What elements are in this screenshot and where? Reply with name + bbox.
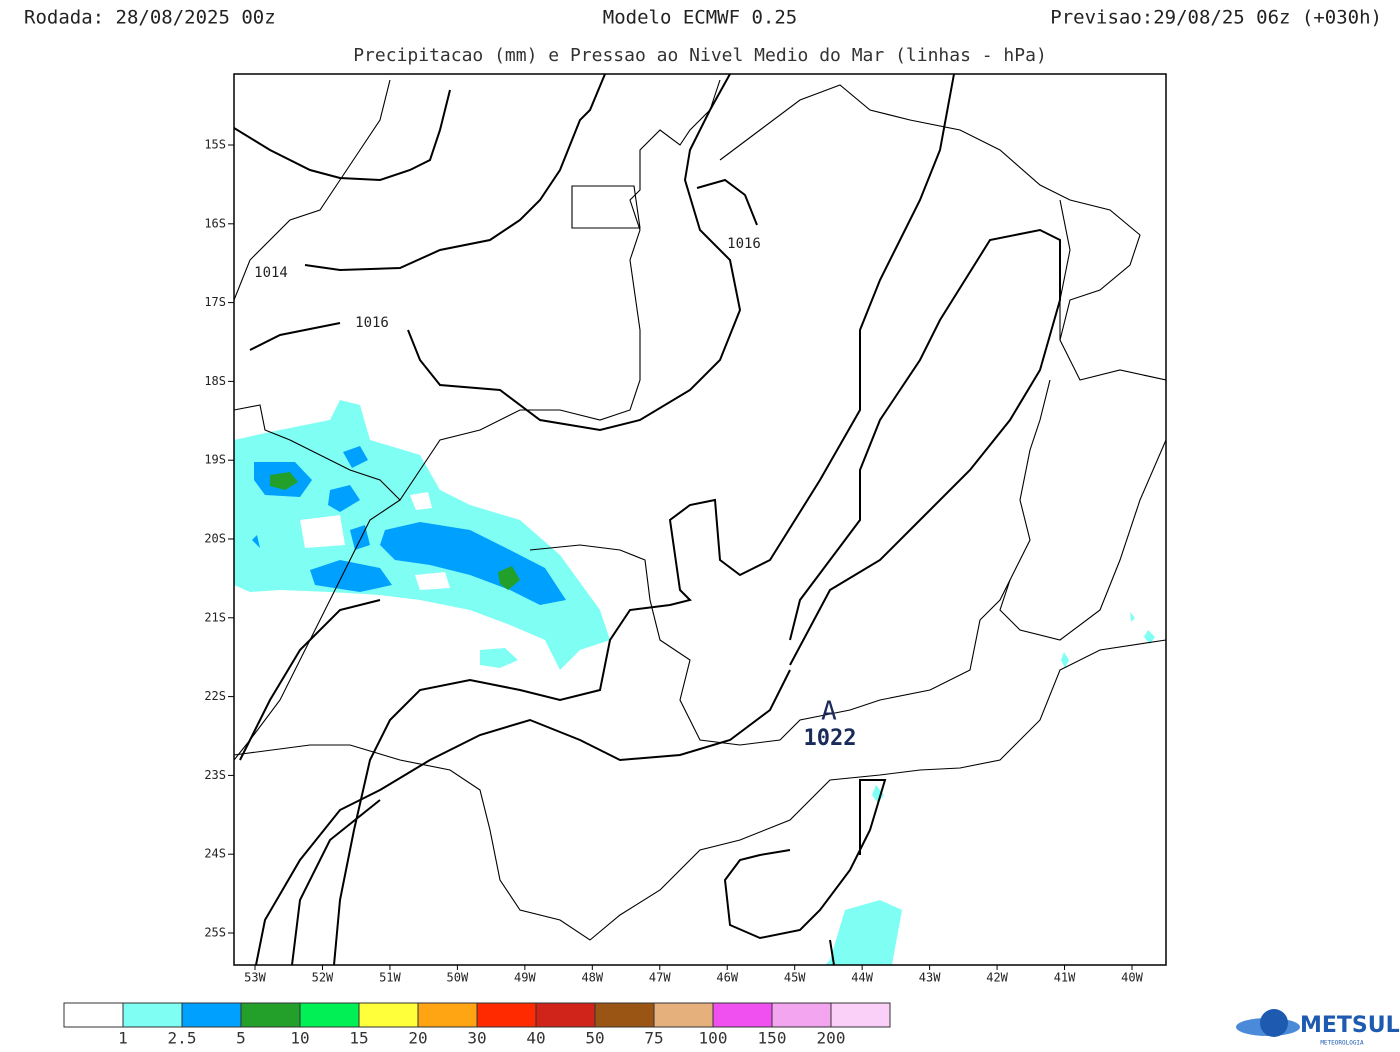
lat-label: 17S [204, 295, 226, 309]
colorbar-box [240, 1002, 301, 1028]
lon-label: 52W [312, 971, 334, 985]
lat-label: 19S [204, 453, 226, 467]
colorbar-box [712, 1002, 773, 1028]
colorbar-label: 40 [526, 1029, 545, 1048]
precip-area [480, 648, 518, 668]
lat-label: 18S [204, 374, 226, 388]
high-value: 1022 [804, 726, 857, 751]
logo: METSUL METEOROLOGIA [1236, 1009, 1400, 1047]
lon-label: 46W [716, 971, 738, 985]
lon-label: 48W [581, 971, 603, 985]
colorbar-box [594, 1002, 655, 1028]
map-frame [233, 73, 1167, 966]
colorbar-label: 50 [585, 1029, 604, 1048]
precip-area [825, 900, 902, 965]
colorbar-label: 200 [817, 1029, 846, 1048]
precip-area [872, 612, 1155, 803]
forecast-label: Previsao:29/08/25 06z (+030h) [1050, 7, 1382, 29]
colorbar-label: 2.5 [168, 1029, 197, 1048]
logo-tagline: METEOROLOGIA [1320, 1040, 1364, 1047]
lat-label: 16S [204, 216, 226, 230]
lat-label: 24S [204, 847, 226, 861]
lon-label: 47W [649, 971, 671, 985]
lon-label: 42W [986, 971, 1008, 985]
lat-label: 21S [204, 610, 226, 624]
isobar-label: 1016 [727, 236, 761, 252]
colorbar-box [476, 1002, 537, 1028]
high-symbol: A [821, 697, 837, 727]
colorbar-box [358, 1002, 419, 1028]
colorbar-box [417, 1002, 478, 1028]
run-label: Rodada: 28/08/2025 00z [24, 7, 276, 29]
isobar-label: 1014 [254, 265, 288, 281]
map-title: Precipitacao (mm) e Pressao ao Nivel Med… [353, 45, 1047, 66]
lon-label: 45W [784, 971, 806, 985]
lon-label: 40W [1121, 971, 1143, 985]
colorbar-label: 10 [290, 1029, 309, 1048]
lon-label: 49W [514, 971, 536, 985]
lat-label: 15S [204, 138, 226, 152]
no-precip [300, 492, 450, 590]
lat-label: 25S [204, 926, 226, 940]
colorbar-box [299, 1002, 360, 1028]
colorbar-box [535, 1002, 596, 1028]
colorbar-label: 150 [758, 1029, 787, 1048]
logo-name: METSUL [1300, 1013, 1400, 1038]
lon-label: 51W [379, 971, 401, 985]
lon-label: 53W [244, 971, 266, 985]
isobar-label: 1016 [355, 315, 389, 331]
lat-label: 20S [204, 532, 226, 546]
isobar-labels: 1014 1016 1016 A 1022 [254, 236, 856, 751]
colorbar-box [181, 1002, 242, 1028]
model-label: Modelo ECMWF 0.25 [603, 7, 797, 29]
colorbar-label: 15 [349, 1029, 368, 1048]
colorbar-box [771, 1002, 832, 1028]
lon-label: 43W [919, 971, 941, 985]
colorbar-box [830, 1002, 891, 1028]
colorbar-box [63, 1002, 124, 1028]
lon-label: 44W [851, 971, 873, 985]
precip-area [252, 446, 566, 605]
colorbar-box [653, 1002, 714, 1028]
lat-label: 22S [204, 689, 226, 703]
lat-label: 23S [204, 768, 226, 782]
colorbar-label: 100 [699, 1029, 728, 1048]
colorbar-label: 1 [118, 1029, 128, 1048]
colorbar-label: 5 [236, 1029, 246, 1048]
colorbar-box [122, 1002, 183, 1028]
precip-area [270, 472, 520, 590]
lon-label: 41W [1054, 971, 1076, 985]
colorbar-label: 75 [644, 1029, 663, 1048]
logo-globe [1260, 1009, 1288, 1037]
map [234, 74, 1166, 965]
lon-label: 50W [447, 971, 469, 985]
colorbar-label: 20 [408, 1029, 427, 1048]
colorbar-label: 30 [467, 1029, 486, 1048]
